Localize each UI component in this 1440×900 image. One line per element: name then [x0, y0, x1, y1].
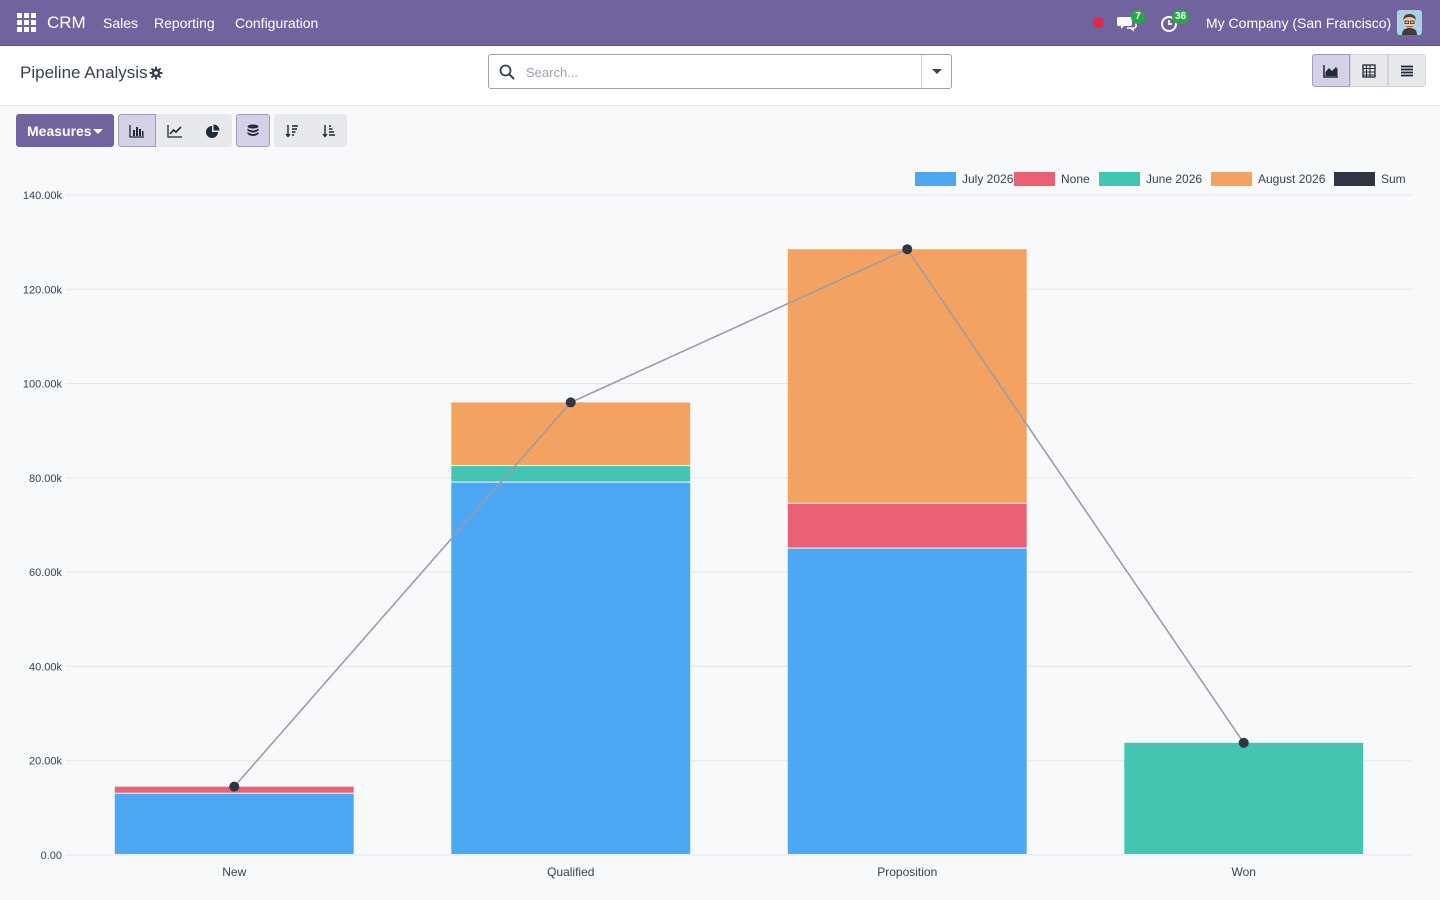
legend-label: June 2026 [1146, 172, 1202, 186]
legend-label: Sum [1381, 172, 1406, 186]
legend-swatch [1014, 172, 1055, 186]
bar-new-july-2026[interactable] [114, 793, 354, 854]
pivot-view-button[interactable] [1350, 54, 1388, 87]
search-options-toggle[interactable] [921, 55, 951, 88]
bar-qualified-june-2026[interactable] [451, 466, 691, 482]
sort-descending-button[interactable] [274, 114, 310, 147]
menu-sales[interactable]: Sales [103, 15, 139, 31]
x-category-label: New [222, 865, 246, 879]
y-tick-label: 80.00k [29, 473, 63, 485]
legend-swatch [1334, 172, 1375, 186]
sum-line [233, 248, 1245, 788]
bar-qualified-august-2026[interactable] [451, 402, 691, 466]
legend-label: July 2026 [962, 172, 1014, 186]
search-input[interactable] [524, 61, 908, 84]
measures-button[interactable]: Measures [16, 114, 114, 147]
legend-item[interactable]: August 2026 [1211, 172, 1326, 186]
bar-proposition-july-2026[interactable] [787, 548, 1027, 854]
legend-item[interactable]: None [1014, 172, 1090, 186]
x-category-label: Won [1232, 865, 1256, 879]
legend-label: August 2026 [1258, 172, 1326, 186]
company-switcher[interactable]: My Company (San Francisco) [1206, 15, 1392, 31]
app-name[interactable]: CRM [47, 13, 86, 32]
bar-proposition-none[interactable] [787, 503, 1027, 548]
activities-count-badge: 36 [1172, 10, 1190, 24]
pipeline-graph: 0.00 20.00k 40.00k 60.00k 80.00k 100.00k 120.0… [23, 172, 1412, 879]
sum-point[interactable] [1238, 737, 1249, 748]
list-icon [1401, 65, 1413, 76]
y-tick-label: 40.00k [29, 661, 63, 673]
line-chart-button[interactable] [156, 114, 194, 147]
bar-qualified-july-2026[interactable] [451, 482, 691, 854]
control-panel: Pipeline Analysis [0, 46, 1440, 106]
search-icon [499, 64, 515, 80]
bar-won-june-2026[interactable] [1124, 742, 1364, 854]
gear-icon[interactable] [149, 66, 163, 80]
sum-point[interactable] [229, 781, 240, 792]
list-view-button[interactable] [1388, 54, 1426, 87]
line-chart-icon [167, 124, 182, 138]
pie-chart-button[interactable] [194, 114, 232, 147]
activities-clock-icon[interactable] [1159, 12, 1181, 34]
graph-view-button[interactable] [1312, 54, 1350, 87]
y-tick-label: 120.00k [23, 284, 63, 296]
legend-item[interactable]: July 2026 [915, 172, 1014, 186]
top-navbar: CRM Sales Reporting Configuration 7 36 M… [0, 0, 1440, 46]
bar-chart-button[interactable] [118, 114, 156, 147]
y-tick-label: 60.00k [29, 567, 63, 579]
y-tick-label: 20.00k [29, 756, 63, 768]
sort-ascending-button[interactable] [310, 114, 347, 147]
legend-swatch [1099, 172, 1140, 186]
bar-proposition-august-2026[interactable] [787, 249, 1027, 503]
menu-reporting[interactable]: Reporting [154, 15, 215, 31]
table-icon [1362, 63, 1376, 78]
stacked-toggle-button[interactable] [236, 114, 270, 147]
sort-descending-icon [285, 124, 298, 138]
legend-item[interactable]: June 2026 [1099, 172, 1202, 186]
legend-swatch [915, 172, 956, 186]
status-dot-icon[interactable] [1093, 17, 1104, 28]
legend-label: None [1061, 172, 1090, 186]
page-title: Pipeline Analysis [20, 63, 148, 82]
bar-chart-icon [129, 124, 144, 138]
x-category-label: Qualified [547, 865, 594, 879]
sum-point[interactable] [565, 397, 576, 408]
y-tick-label: 140.00k [23, 190, 63, 202]
sum-point[interactable] [902, 244, 913, 255]
x-category-label: Proposition [877, 865, 937, 879]
legend-swatch [1211, 172, 1252, 186]
user-avatar[interactable] [1397, 10, 1422, 35]
messages-count-badge: 7 [1131, 10, 1145, 24]
search-bar [488, 54, 952, 89]
graph-content: Measures [0, 106, 1440, 900]
legend-item[interactable]: Sum [1334, 172, 1406, 186]
pie-chart-icon [206, 124, 220, 138]
menu-configuration[interactable]: Configuration [235, 15, 319, 31]
y-tick-label: 100.00k [23, 379, 63, 391]
sort-ascending-icon [321, 124, 335, 138]
y-tick-label: 0.00 [41, 850, 62, 862]
database-stack-icon [247, 124, 259, 136]
apps-menu-icon[interactable] [17, 13, 36, 32]
area-chart-icon [1323, 64, 1338, 78]
